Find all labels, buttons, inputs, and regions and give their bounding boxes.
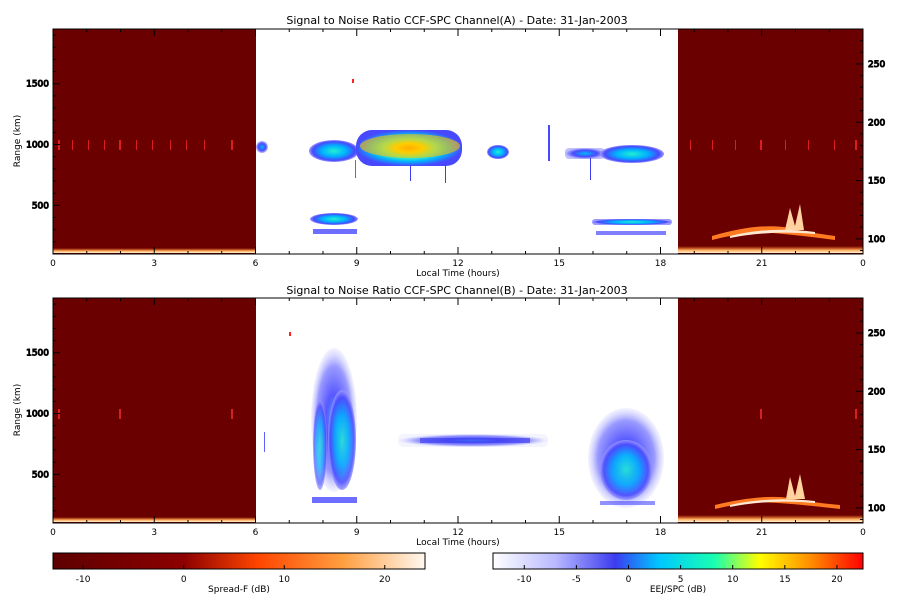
colorbar-eej-gradient bbox=[492, 552, 864, 570]
panel-b-spreadf-night-early bbox=[53, 298, 256, 523]
panel-a-spreadf-night-late bbox=[678, 29, 863, 254]
colorbar-eej-tick-label: -10 bbox=[517, 575, 532, 585]
panel-b-y2-ticks: 100 150 200 250 bbox=[856, 297, 886, 521]
colorbar-eej-tick-label: 15 bbox=[779, 575, 790, 585]
panel-a-x-tick-label: 0 bbox=[50, 259, 56, 269]
colorbar-spread-f-tick-label: 0 bbox=[181, 575, 187, 585]
colorbar-spread-f-tick-labels: -10 0 10 20 bbox=[76, 575, 391, 585]
panel-a-title: Signal to Noise Ratio CCF-SPC Channel(A)… bbox=[286, 14, 627, 27]
panel-a-y2-tick-label: 200 bbox=[868, 118, 885, 128]
colorbar-eej-tick-label: 20 bbox=[831, 575, 843, 585]
panel-a-x-tick-label: 3 bbox=[151, 259, 157, 269]
panel-a-x-ticks bbox=[52, 29, 864, 254]
panel-b-y2-tick-label: 200 bbox=[868, 387, 885, 397]
panel-a-xlabel: Local Time (hours) bbox=[416, 269, 499, 279]
panel-b-y2-tick-label: 150 bbox=[868, 446, 885, 456]
panel-b-x-tick-label: 0 bbox=[860, 528, 866, 538]
panel-b-x-tick-label: 0 bbox=[50, 528, 56, 538]
panel-b-x-tick-label: 3 bbox=[151, 528, 157, 538]
colorbar-spread-f-tick-label: 10 bbox=[279, 575, 291, 585]
panel-channel-a: Signal to Noise Ratio CCF-SPC Channel(A)… bbox=[13, 14, 886, 279]
panel-b-y2-tick-label: 100 bbox=[868, 504, 885, 514]
panel-a-ylabel: Range (km) bbox=[13, 115, 23, 167]
panel-b-y-ticks: 500 1000 1500 bbox=[26, 303, 60, 512]
panel-a-x-tick-label: 12 bbox=[452, 259, 463, 269]
panel-b-y-tick-label: 500 bbox=[32, 470, 49, 480]
colorbar-spread-f-ticks bbox=[82, 565, 386, 569]
panel-a-spreadf-night-early bbox=[53, 29, 256, 254]
colorbar-eej-tick-label: 0 bbox=[626, 575, 632, 585]
panel-a-y-ticks: 500 1000 1500 bbox=[26, 34, 60, 243]
colorbar-spread-f-gradient bbox=[52, 552, 426, 570]
panel-b-echoes bbox=[264, 332, 664, 508]
panel-a-x-tick-label: 0 bbox=[860, 259, 866, 269]
panel-a-x-tick-label: 18 bbox=[655, 259, 667, 269]
colorbar-eej-tick-label: 5 bbox=[678, 575, 684, 585]
panel-b-xlabel: Local Time (hours) bbox=[416, 538, 499, 548]
panel-a-y2-tick-label: 100 bbox=[868, 235, 885, 245]
panel-a-x-tick-label: 9 bbox=[354, 259, 360, 269]
panel-b-x-tick-label: 9 bbox=[354, 528, 360, 538]
panel-b-x-tick-label: 6 bbox=[253, 528, 259, 538]
colorbar-eej-label: EEJ/SPC (dB) bbox=[650, 585, 706, 595]
panel-b-x-tick-label: 15 bbox=[554, 528, 565, 538]
panel-b-x-ticks bbox=[52, 298, 864, 523]
colorbar-spread-f-tick-label: 20 bbox=[379, 575, 391, 585]
panel-b-y-tick-label: 1000 bbox=[26, 410, 49, 420]
panel-a-y-tick-label: 1500 bbox=[26, 80, 49, 90]
colorbar-spread-f-label: Spread-F (dB) bbox=[208, 585, 270, 595]
panel-a-x-tick-label: 21 bbox=[756, 259, 767, 269]
panel-b-title: Signal to Noise Ratio CCF-SPC Channel(B)… bbox=[286, 284, 627, 297]
panel-b-y2-tick-label: 250 bbox=[868, 329, 885, 339]
colorbar-eej: -10 -5 0 5 10 15 20 EEJ/SPC (dB) bbox=[492, 552, 864, 595]
panel-a-y2-tick-label: 150 bbox=[868, 177, 885, 187]
panel-b-spreadf-night-late bbox=[678, 298, 863, 523]
colorbar-eej-ticks bbox=[523, 565, 838, 569]
colorbar-eej-tick-label: -5 bbox=[572, 575, 581, 585]
panel-a-x-tick-labels: 0 3 6 9 12 15 18 21 0 bbox=[50, 259, 866, 269]
panel-a-echoes bbox=[256, 79, 672, 235]
panel-b-x-tick-labels: 0 3 6 9 12 15 18 21 0 bbox=[50, 528, 866, 538]
colorbar-eej-tick-labels: -10 -5 0 5 10 15 20 bbox=[517, 575, 843, 585]
panel-a-y2-tick-label: 250 bbox=[868, 60, 885, 70]
colorbar-eej-tick-label: 10 bbox=[727, 575, 739, 585]
panel-channel-b: Signal to Noise Ratio CCF-SPC Channel(B)… bbox=[13, 284, 886, 548]
panel-b-x-tick-label: 18 bbox=[655, 528, 667, 538]
panel-a-y-tick-label: 1000 bbox=[26, 141, 49, 151]
panel-a-y2-ticks: 100 150 200 250 bbox=[856, 28, 886, 252]
panel-a-y-tick-label: 500 bbox=[32, 201, 49, 211]
colorbar-spread-f-tick-label: -10 bbox=[76, 575, 91, 585]
panel-a-x-tick-label: 6 bbox=[253, 259, 259, 269]
panel-b-ylabel: Range (km) bbox=[13, 384, 23, 436]
panel-b-y-tick-label: 1500 bbox=[26, 349, 49, 359]
panel-b-x-tick-label: 21 bbox=[756, 528, 767, 538]
panel-a-x-tick-label: 15 bbox=[554, 259, 565, 269]
colorbar-spread-f: -10 0 10 20 Spread-F (dB) bbox=[52, 552, 426, 595]
panel-b-x-tick-label: 12 bbox=[452, 528, 463, 538]
